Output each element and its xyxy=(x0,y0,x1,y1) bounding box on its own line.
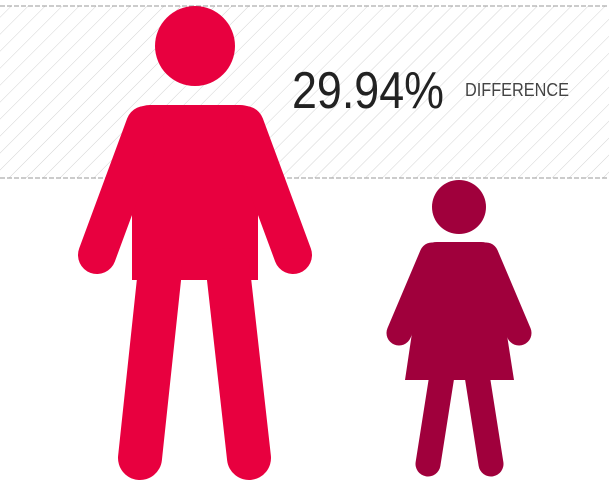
female-left-leg xyxy=(415,362,455,477)
female-figure xyxy=(386,180,532,477)
difference-label: DIFFERENCE xyxy=(465,80,569,100)
male-right-leg xyxy=(206,248,271,480)
male-left-arm xyxy=(78,106,164,274)
female-right-arm xyxy=(473,242,532,346)
hatched-band xyxy=(0,6,609,178)
female-left-arm xyxy=(386,242,445,346)
male-left-leg xyxy=(118,248,182,480)
male-head xyxy=(155,6,235,86)
male-torso xyxy=(132,105,258,280)
female-right-leg xyxy=(464,362,504,477)
male-figure xyxy=(78,6,312,480)
difference-value: 29.94% xyxy=(292,62,444,120)
female-head xyxy=(432,180,486,234)
male-right-arm xyxy=(226,106,312,274)
